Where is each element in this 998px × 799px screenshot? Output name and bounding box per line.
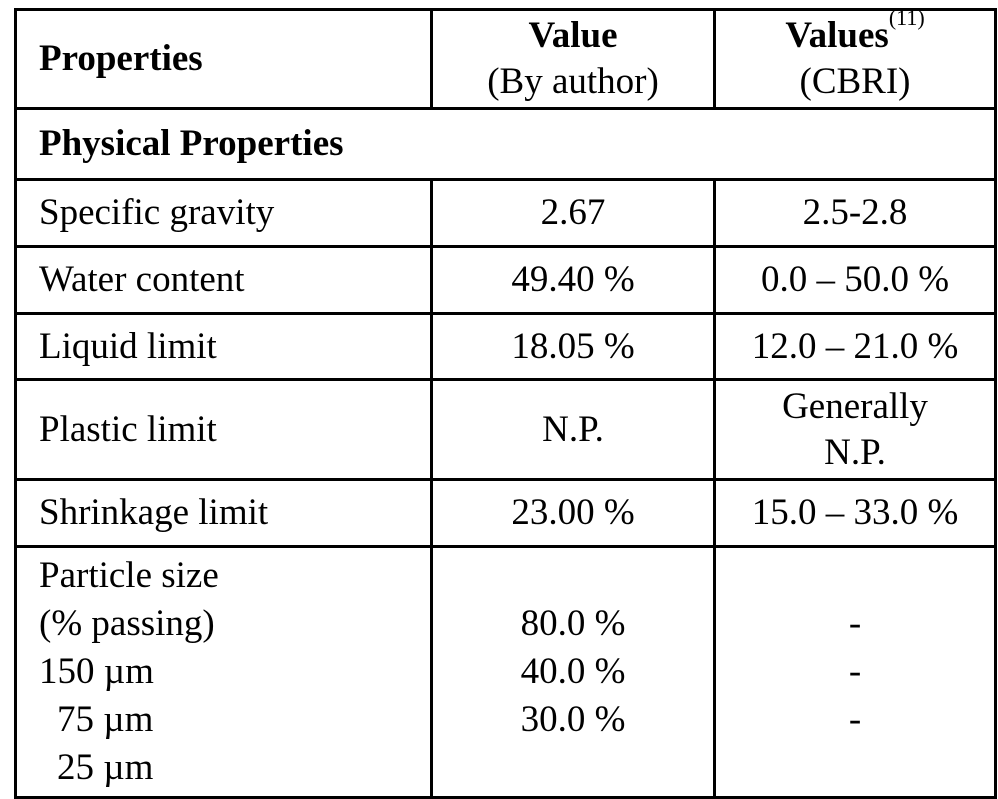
table-row: Liquid limit 18.05 % 12.0 – 21.0 % <box>14 312 997 381</box>
particle-label: (% passing) <box>39 603 215 644</box>
header-value-sub: (By author) <box>487 61 659 102</box>
header-values-cbri: Values(11) (CBRI) <box>713 7 997 110</box>
properties-table: Properties Value (By author) Values(11) … <box>14 7 997 799</box>
particle-label: Particle size <box>39 555 219 596</box>
header-values-sub: (CBRI) <box>799 61 911 102</box>
particle-value: 40.0 % <box>520 651 626 692</box>
particle-cbri-cell: - - - <box>713 545 997 799</box>
particle-row: Particle size (% passing) 150 µm 75 µm 2… <box>14 545 997 799</box>
property-cell: Specific gravity <box>14 178 433 248</box>
property-cell: Plastic limit <box>14 378 433 481</box>
header-values-title: Values <box>785 15 889 56</box>
particle-property-cell: Particle size (% passing) 150 µm 75 µm 2… <box>14 545 433 799</box>
particle-value-cell: 80.0 % 40.0 % 30.0 % <box>430 545 716 799</box>
cbri-cell: 0.0 – 50.0 % <box>713 245 997 315</box>
cbri-cell: 15.0 – 33.0 % <box>713 478 997 548</box>
section-row: Physical Properties <box>14 107 997 181</box>
property-cell: Water content <box>14 245 433 315</box>
value-cell: 49.40 % <box>430 245 716 315</box>
cbri-cell: 12.0 – 21.0 % <box>713 312 997 381</box>
header-properties: Properties <box>14 8 433 110</box>
property-cell: Shrinkage limit <box>14 478 433 548</box>
table-row: Water content 49.40 % 0.0 – 50.0 % <box>14 245 997 315</box>
table-row: Specific gravity 2.67 2.5-2.8 <box>14 178 997 248</box>
cbri-cell: 2.5-2.8 <box>713 178 997 248</box>
header-row: Properties Value (By author) Values(11) … <box>14 7 997 110</box>
property-cell: Liquid limit <box>14 312 433 381</box>
particle-cbri: - <box>848 603 862 644</box>
particle-size: 25 µm <box>57 747 154 788</box>
cbri-line: N.P. <box>824 431 886 473</box>
value-cell: N.P. <box>430 378 716 481</box>
header-value: Value (By author) <box>430 8 716 110</box>
particle-value: 30.0 % <box>520 699 626 740</box>
cbri-cell: Generally N.P. <box>713 378 997 481</box>
header-values-ref: (11) <box>888 5 925 30</box>
table-row: Plastic limit N.P. Generally N.P. <box>14 378 997 481</box>
cbri-line: Generally <box>782 385 928 427</box>
table-row: Shrinkage limit 23.00 % 15.0 – 33.0 % <box>14 478 997 548</box>
section-title: Physical Properties <box>14 107 997 181</box>
particle-value: 80.0 % <box>520 603 626 644</box>
header-value-title: Value <box>528 15 618 56</box>
particle-size: 75 µm <box>57 699 154 740</box>
value-cell: 2.67 <box>430 178 716 248</box>
particle-cbri: - <box>848 651 862 692</box>
particle-cbri: - <box>848 699 862 740</box>
value-cell: 18.05 % <box>430 312 716 381</box>
particle-size: 150 µm <box>39 651 154 692</box>
value-cell: 23.00 % <box>430 478 716 548</box>
